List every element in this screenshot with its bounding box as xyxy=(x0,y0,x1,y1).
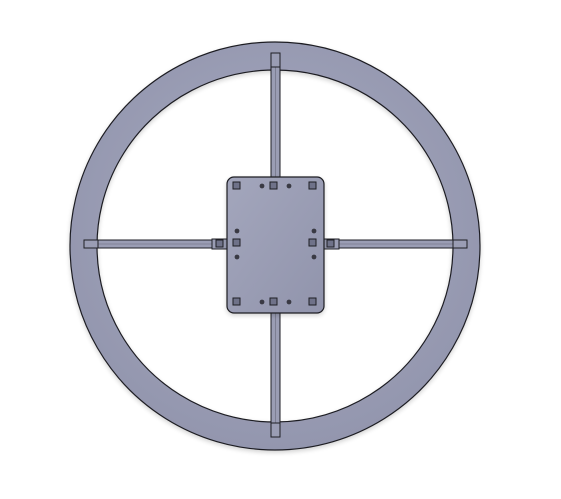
round-hole xyxy=(234,228,240,234)
round-hole xyxy=(311,254,317,260)
round-hole xyxy=(234,254,240,260)
square-hole xyxy=(326,239,335,248)
round-hole xyxy=(259,299,265,305)
center-plate xyxy=(226,176,325,314)
outer-ring xyxy=(69,41,481,451)
round-hole xyxy=(286,183,292,189)
spoke-end-top xyxy=(270,52,281,68)
round-hole xyxy=(259,183,265,189)
round-hole xyxy=(286,299,292,305)
square-hole xyxy=(308,297,317,306)
square-hole xyxy=(232,297,241,306)
square-hole xyxy=(308,181,317,190)
square-hole xyxy=(232,181,241,190)
square-hole xyxy=(215,239,224,248)
square-hole xyxy=(269,181,278,190)
round-hole xyxy=(311,228,317,234)
spoke-end-left xyxy=(83,239,99,249)
square-hole xyxy=(308,238,317,247)
spoke-end-right xyxy=(452,239,468,249)
square-hole xyxy=(269,297,278,306)
plate-holes xyxy=(215,181,335,306)
square-hole xyxy=(232,238,241,247)
spoke-end-bottom xyxy=(270,422,281,438)
